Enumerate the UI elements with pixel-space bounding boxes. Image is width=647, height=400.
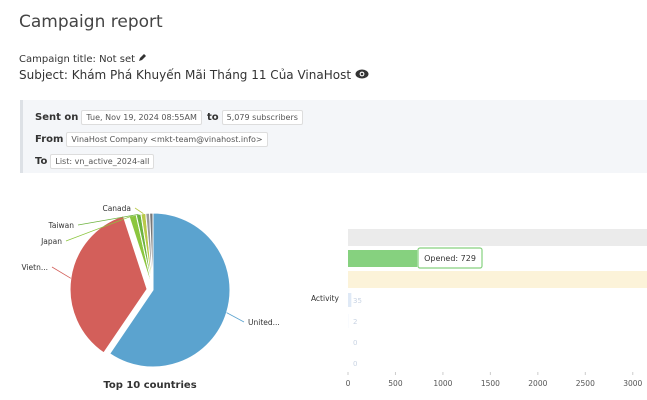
campaign-title: Campaign title: Not set — [19, 53, 147, 65]
activity-label: 2 — [353, 318, 357, 326]
x-tick-label: 0 — [346, 379, 351, 388]
pie-label: Taiwan — [47, 221, 74, 230]
tooltip: Opened: 729 — [417, 247, 483, 269]
leader-line — [226, 312, 245, 323]
campaign-title-text: Campaign title: Not set — [19, 54, 136, 65]
pie-label: Canada — [102, 204, 131, 213]
leader-line — [65, 215, 133, 242]
pie-title: Top 10 countries — [103, 380, 196, 391]
from-row: From VinaHost Company <mkt-team@vinahost.… — [35, 129, 268, 148]
y-axis-label: Activity — [311, 294, 340, 303]
page-title: Campaign report — [19, 12, 163, 32]
sent-label: Sent on — [35, 112, 79, 123]
activity-bar — [348, 293, 352, 307]
pie-label: Japan — [40, 237, 62, 246]
pie-label: Vietn... — [21, 263, 48, 272]
to-label: To — [35, 156, 48, 167]
tooltip-box — [417, 247, 483, 269]
subscribers: 5,079 subscribers — [221, 110, 303, 125]
list-value: List: vn_active_2024-all — [50, 154, 155, 169]
row-band — [348, 271, 647, 288]
view-icon[interactable] — [355, 69, 369, 79]
sent-date: Tue, Nov 19, 2024 08:55AM — [81, 110, 202, 125]
x-tick-label: 3000 — [623, 379, 642, 388]
from-label: From — [35, 134, 64, 145]
pie-slice — [149, 212, 154, 291]
info-box: Sent on Tue, Nov 19, 2024 08:55AM to 5,079… — [20, 100, 647, 173]
x-tick-label: 500 — [388, 379, 403, 388]
leader-line — [134, 207, 144, 214]
leader-line — [77, 213, 139, 226]
edit-icon[interactable] — [138, 53, 147, 62]
row-band — [348, 229, 647, 246]
leader-line — [51, 266, 72, 279]
activity-label: 35 — [353, 297, 362, 305]
from-value: VinaHost Company <mkt-team@vinahost.info… — [66, 132, 268, 147]
to-row: To List: vn_active_2024-all — [35, 151, 155, 170]
x-tick-label: 2000 — [528, 379, 547, 388]
x-tick-label: 1500 — [481, 379, 500, 388]
bar — [348, 250, 418, 267]
x-tick-label: 2500 — [576, 379, 595, 388]
activity-label: 0 — [353, 360, 357, 368]
tooltip-text: Opened: 729 — [424, 254, 476, 263]
subject-text: Subject: Khám Phá Khuyến Mãi Tháng 11 Củ… — [19, 68, 352, 82]
pie-label: United... — [248, 318, 280, 327]
subject: Subject: Khám Phá Khuyến Mãi Tháng 11 Củ… — [19, 68, 369, 82]
sent-row: Sent on Tue, Nov 19, 2024 08:55AM to 5,079… — [35, 107, 303, 126]
to-word: to — [206, 112, 219, 123]
activity-label: 0 — [353, 339, 357, 347]
x-tick-label: 1000 — [433, 379, 452, 388]
